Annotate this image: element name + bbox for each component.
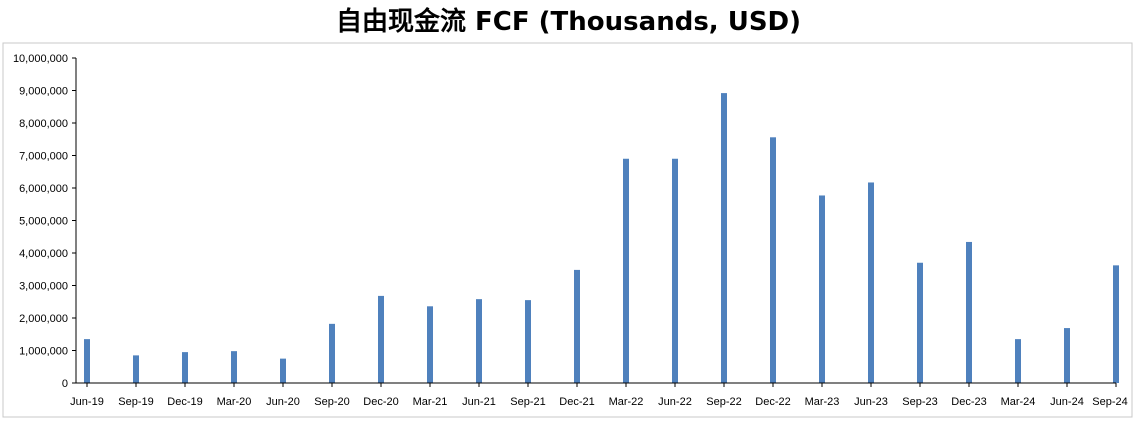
x-tick-label: Sep-20 <box>314 396 349 408</box>
x-tick-label: Mar-22 <box>609 396 644 408</box>
bar-Jun-22 <box>672 158 678 383</box>
bar-series <box>84 93 1119 383</box>
bar-Dec-23 <box>966 241 972 383</box>
x-tick-label: Jun-21 <box>462 396 496 408</box>
y-tick-label: 8,000,000 <box>19 118 68 130</box>
bar-Sep-21 <box>525 300 531 383</box>
bar-Dec-19 <box>182 352 188 383</box>
y-tick-label: 2,000,000 <box>19 313 68 325</box>
y-tick-label: 6,000,000 <box>19 183 68 195</box>
x-tick-label: Mar-23 <box>805 396 840 408</box>
x-tick-label: Jun-23 <box>854 396 888 408</box>
bar-Jun-19 <box>84 339 90 383</box>
x-tick-label: Dec-21 <box>559 396 594 408</box>
x-tick-label: Sep-21 <box>510 396 545 408</box>
bar-Mar-24 <box>1015 339 1021 383</box>
x-tick-label: Jun-24 <box>1050 396 1084 408</box>
bar-Mar-23 <box>819 195 825 383</box>
y-tick-label: 5,000,000 <box>19 216 68 228</box>
bar-Jun-21 <box>476 299 482 383</box>
x-tick-label: Sep-22 <box>706 396 741 408</box>
y-tick-label: 7,000,000 <box>19 151 68 163</box>
x-tick-label: Sep-24 <box>1092 396 1127 408</box>
bar-Sep-23 <box>917 262 923 383</box>
bar-Jun-20 <box>280 358 286 383</box>
x-tick-label: Mar-20 <box>217 396 252 408</box>
bar-Mar-20 <box>231 351 237 383</box>
bar-Jun-23 <box>868 182 874 383</box>
y-axis: 0 1,000,000 2,000,000 3,000,000 4,000,000 5,0… <box>13 53 76 390</box>
x-axis: Jun-19 Sep-19 Dec-19 Mar-20 Jun-20 Sep-20 Dec-… <box>70 383 1128 408</box>
x-tick-label: Dec-20 <box>363 396 398 408</box>
plot-frame <box>2 42 1133 418</box>
bar-Sep-22 <box>721 93 727 383</box>
y-tick-label: 1,000,000 <box>19 346 68 358</box>
x-tick-label: Sep-23 <box>902 396 937 408</box>
bar-Sep-19 <box>133 355 139 383</box>
bar-Mar-22 <box>623 158 629 383</box>
chart-title: 自由现金流 FCF (Thousands, USD) <box>335 7 802 37</box>
x-tick-label: Mar-21 <box>413 396 448 408</box>
x-tick-label: Jun-22 <box>658 396 692 408</box>
bar-Sep-24 <box>1113 265 1119 383</box>
x-tick-label: Jun-20 <box>266 396 300 408</box>
bar-Jun-24 <box>1064 328 1070 383</box>
y-tick-label: 9,000,000 <box>19 86 68 98</box>
bar-Mar-21 <box>427 306 433 383</box>
y-tick-label: 4,000,000 <box>19 248 68 260</box>
y-tick-label: 10,000,000 <box>13 53 68 65</box>
y-tick-label: 3,000,000 <box>19 281 68 293</box>
x-tick-label: Jun-19 <box>70 396 104 408</box>
x-tick-label: Sep-19 <box>118 396 153 408</box>
x-tick-label: Mar-24 <box>1001 396 1036 408</box>
x-tick-label: Dec-19 <box>167 396 202 408</box>
bar-Dec-21 <box>574 269 580 383</box>
bar-Dec-22 <box>770 137 776 383</box>
bar-Sep-20 <box>329 323 335 383</box>
x-tick-label: Dec-23 <box>951 396 986 408</box>
bar-Dec-20 <box>378 295 384 383</box>
y-tick-label: 0 <box>62 378 68 390</box>
x-tick-label: Dec-22 <box>755 396 790 408</box>
